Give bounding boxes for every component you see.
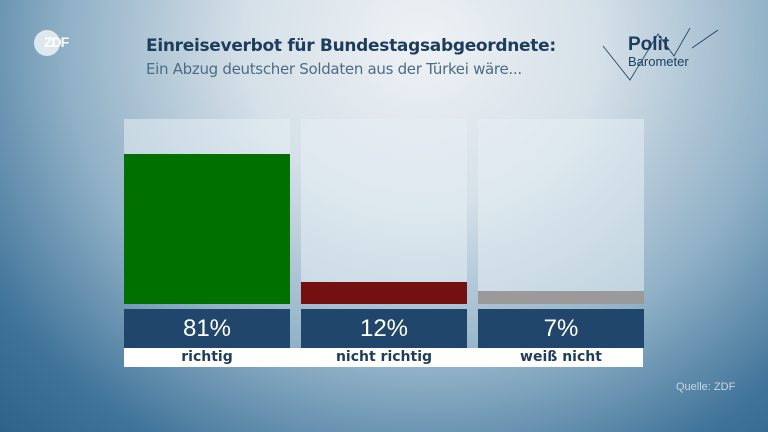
value-label: 12% [301, 309, 467, 348]
category-label: richtig [181, 349, 233, 365]
bar-1 [301, 281, 467, 304]
zdf-logo [34, 30, 60, 56]
source-note: Quelle: ZDF [676, 381, 736, 393]
label-strip [124, 348, 643, 367]
politbarometer-logo-barometer: Barometer [628, 54, 689, 69]
zdf-logo-text: ZDF [44, 34, 69, 50]
chart-title: Einreiseverbot für Bundestagsabgeordnete… [146, 36, 556, 56]
bar-0 [124, 154, 290, 304]
category-label: weiß nicht [520, 349, 602, 365]
value-label: 7% [478, 309, 644, 348]
bar-background [301, 119, 467, 304]
value-label: 81% [124, 309, 290, 348]
politbarometer-logo-icon [602, 27, 719, 81]
bar-background [124, 119, 290, 304]
politbarometer-logo-polit: Polit [628, 34, 670, 55]
bar-2 [478, 291, 644, 304]
bar-background [478, 119, 644, 304]
chart-subtitle: Ein Abzug deutscher Soldaten aus der Tür… [146, 60, 522, 78]
category-label: nicht richtig [335, 349, 433, 365]
